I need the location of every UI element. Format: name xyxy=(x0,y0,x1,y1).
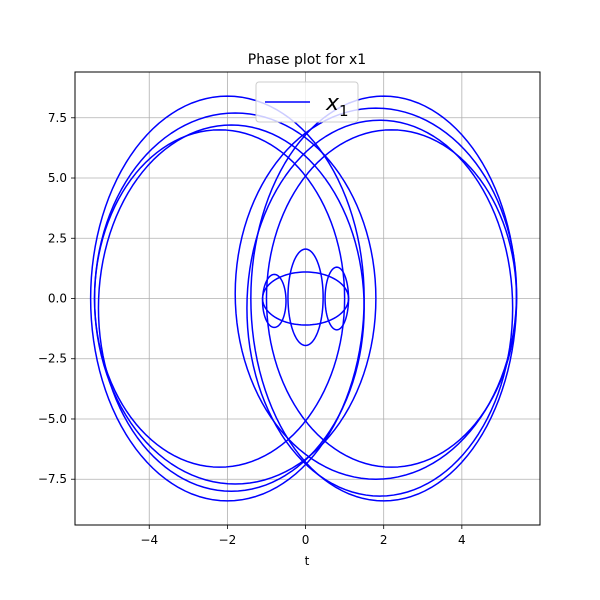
axis-ticks: −4 −2 0 2 4 −7.5 −5.0 −2.5 0.0 2.5 5.0 7.5 xyxy=(38,111,466,547)
series-loop xyxy=(261,273,287,329)
y-tick-label: −5.0 xyxy=(38,412,67,426)
y-tick-label: −7.5 xyxy=(38,472,67,486)
legend: x1 xyxy=(255,81,359,123)
x-tick-label: 4 xyxy=(458,533,466,547)
x-tick-label: 2 xyxy=(380,533,388,547)
x-tick-label: 0 xyxy=(302,533,310,547)
series-loop xyxy=(324,266,350,331)
y-tick-label: −2.5 xyxy=(38,352,67,366)
y-tick-label: 7.5 xyxy=(48,111,67,125)
series-loop xyxy=(250,95,518,502)
legend-entry-subscript: 1 xyxy=(339,102,349,120)
x-tick-label: −2 xyxy=(219,533,237,547)
series-loop xyxy=(234,107,518,480)
y-tick-label: 0.0 xyxy=(48,292,67,306)
legend-entry-base: x xyxy=(325,91,340,116)
x-axis-label: t xyxy=(305,554,310,568)
series-loop xyxy=(93,129,346,468)
x-tick-label: −4 xyxy=(140,533,158,547)
chart-title: Phase plot for x1 xyxy=(248,52,366,68)
legend-entry-x1: x1 xyxy=(325,91,349,120)
series-loop xyxy=(265,129,518,468)
series-loop xyxy=(97,124,365,493)
series-x1 xyxy=(89,95,518,502)
y-tick-label: 5.0 xyxy=(48,171,67,185)
series-loop xyxy=(287,248,324,347)
y-tick-label: 2.5 xyxy=(48,231,67,245)
series-loop xyxy=(246,119,514,497)
series-loop xyxy=(89,95,365,502)
